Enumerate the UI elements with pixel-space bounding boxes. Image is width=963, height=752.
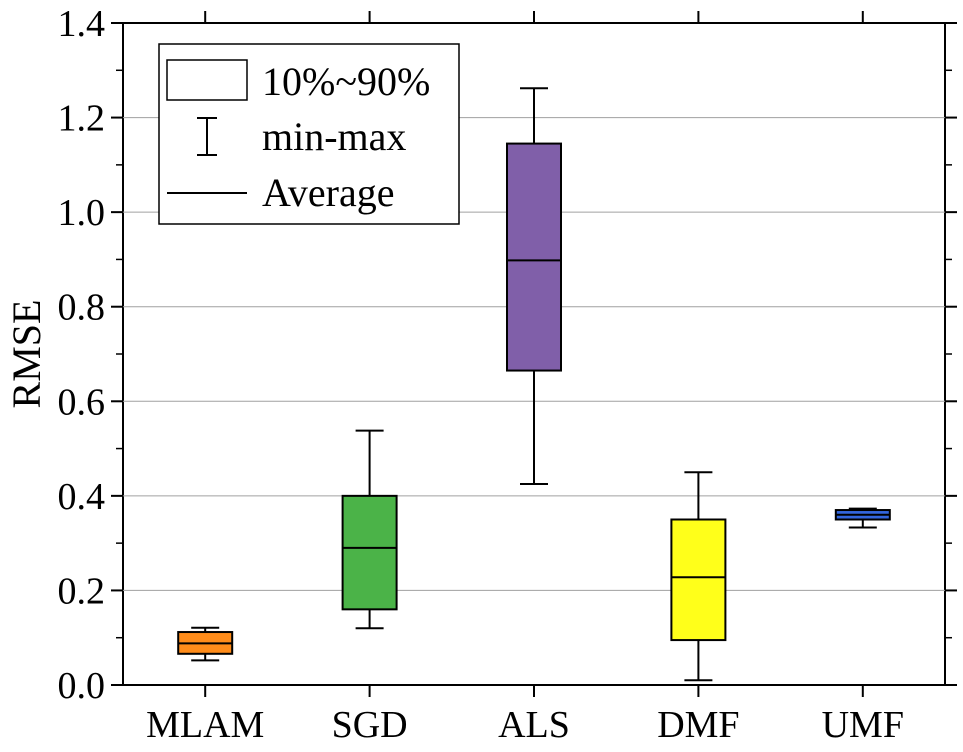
legend-whisker-label: min-max xyxy=(262,114,406,159)
x-tick-label: UMF xyxy=(822,704,904,746)
box-umf xyxy=(834,507,891,529)
y-tick-label: 0.8 xyxy=(58,287,106,329)
x-tick-label: MLAM xyxy=(146,704,264,746)
box-mlam xyxy=(177,626,234,662)
legend-mean-label: Average xyxy=(262,170,395,215)
legend-whisker-swatch xyxy=(197,117,217,156)
legend-box-swatch xyxy=(166,59,248,101)
y-axis: 0.0 0.2 0.4 0.6 0.8 1.0 1.2 1.4 xyxy=(58,3,957,707)
y-tick-label: 0.2 xyxy=(58,570,106,612)
legend-box-label: 10%~90% xyxy=(262,59,430,104)
y-tick-label: 1.2 xyxy=(58,98,106,140)
box-dmf xyxy=(670,471,727,682)
x-tick-label: SGD xyxy=(332,704,408,746)
box-sgd xyxy=(341,429,398,630)
box-body xyxy=(506,142,562,372)
y-tick-label: 0.0 xyxy=(58,665,106,707)
y-tick-label: 1.4 xyxy=(58,3,106,45)
x-axis: MLAM SGD ALS DMF UMF xyxy=(146,11,904,746)
x-tick-label: DMF xyxy=(657,704,739,746)
box-body xyxy=(670,518,727,642)
legend: 10%~90% min-max Average xyxy=(158,43,460,225)
boxes xyxy=(177,87,891,682)
y-axis-title: RMSE xyxy=(4,300,49,409)
x-tick-label: ALS xyxy=(498,704,570,746)
box-body xyxy=(341,494,398,611)
box-als xyxy=(506,87,562,486)
y-tick-label: 1.0 xyxy=(58,192,106,234)
y-tick-label: 0.6 xyxy=(58,381,106,423)
y-tick-label: 0.4 xyxy=(58,476,106,518)
